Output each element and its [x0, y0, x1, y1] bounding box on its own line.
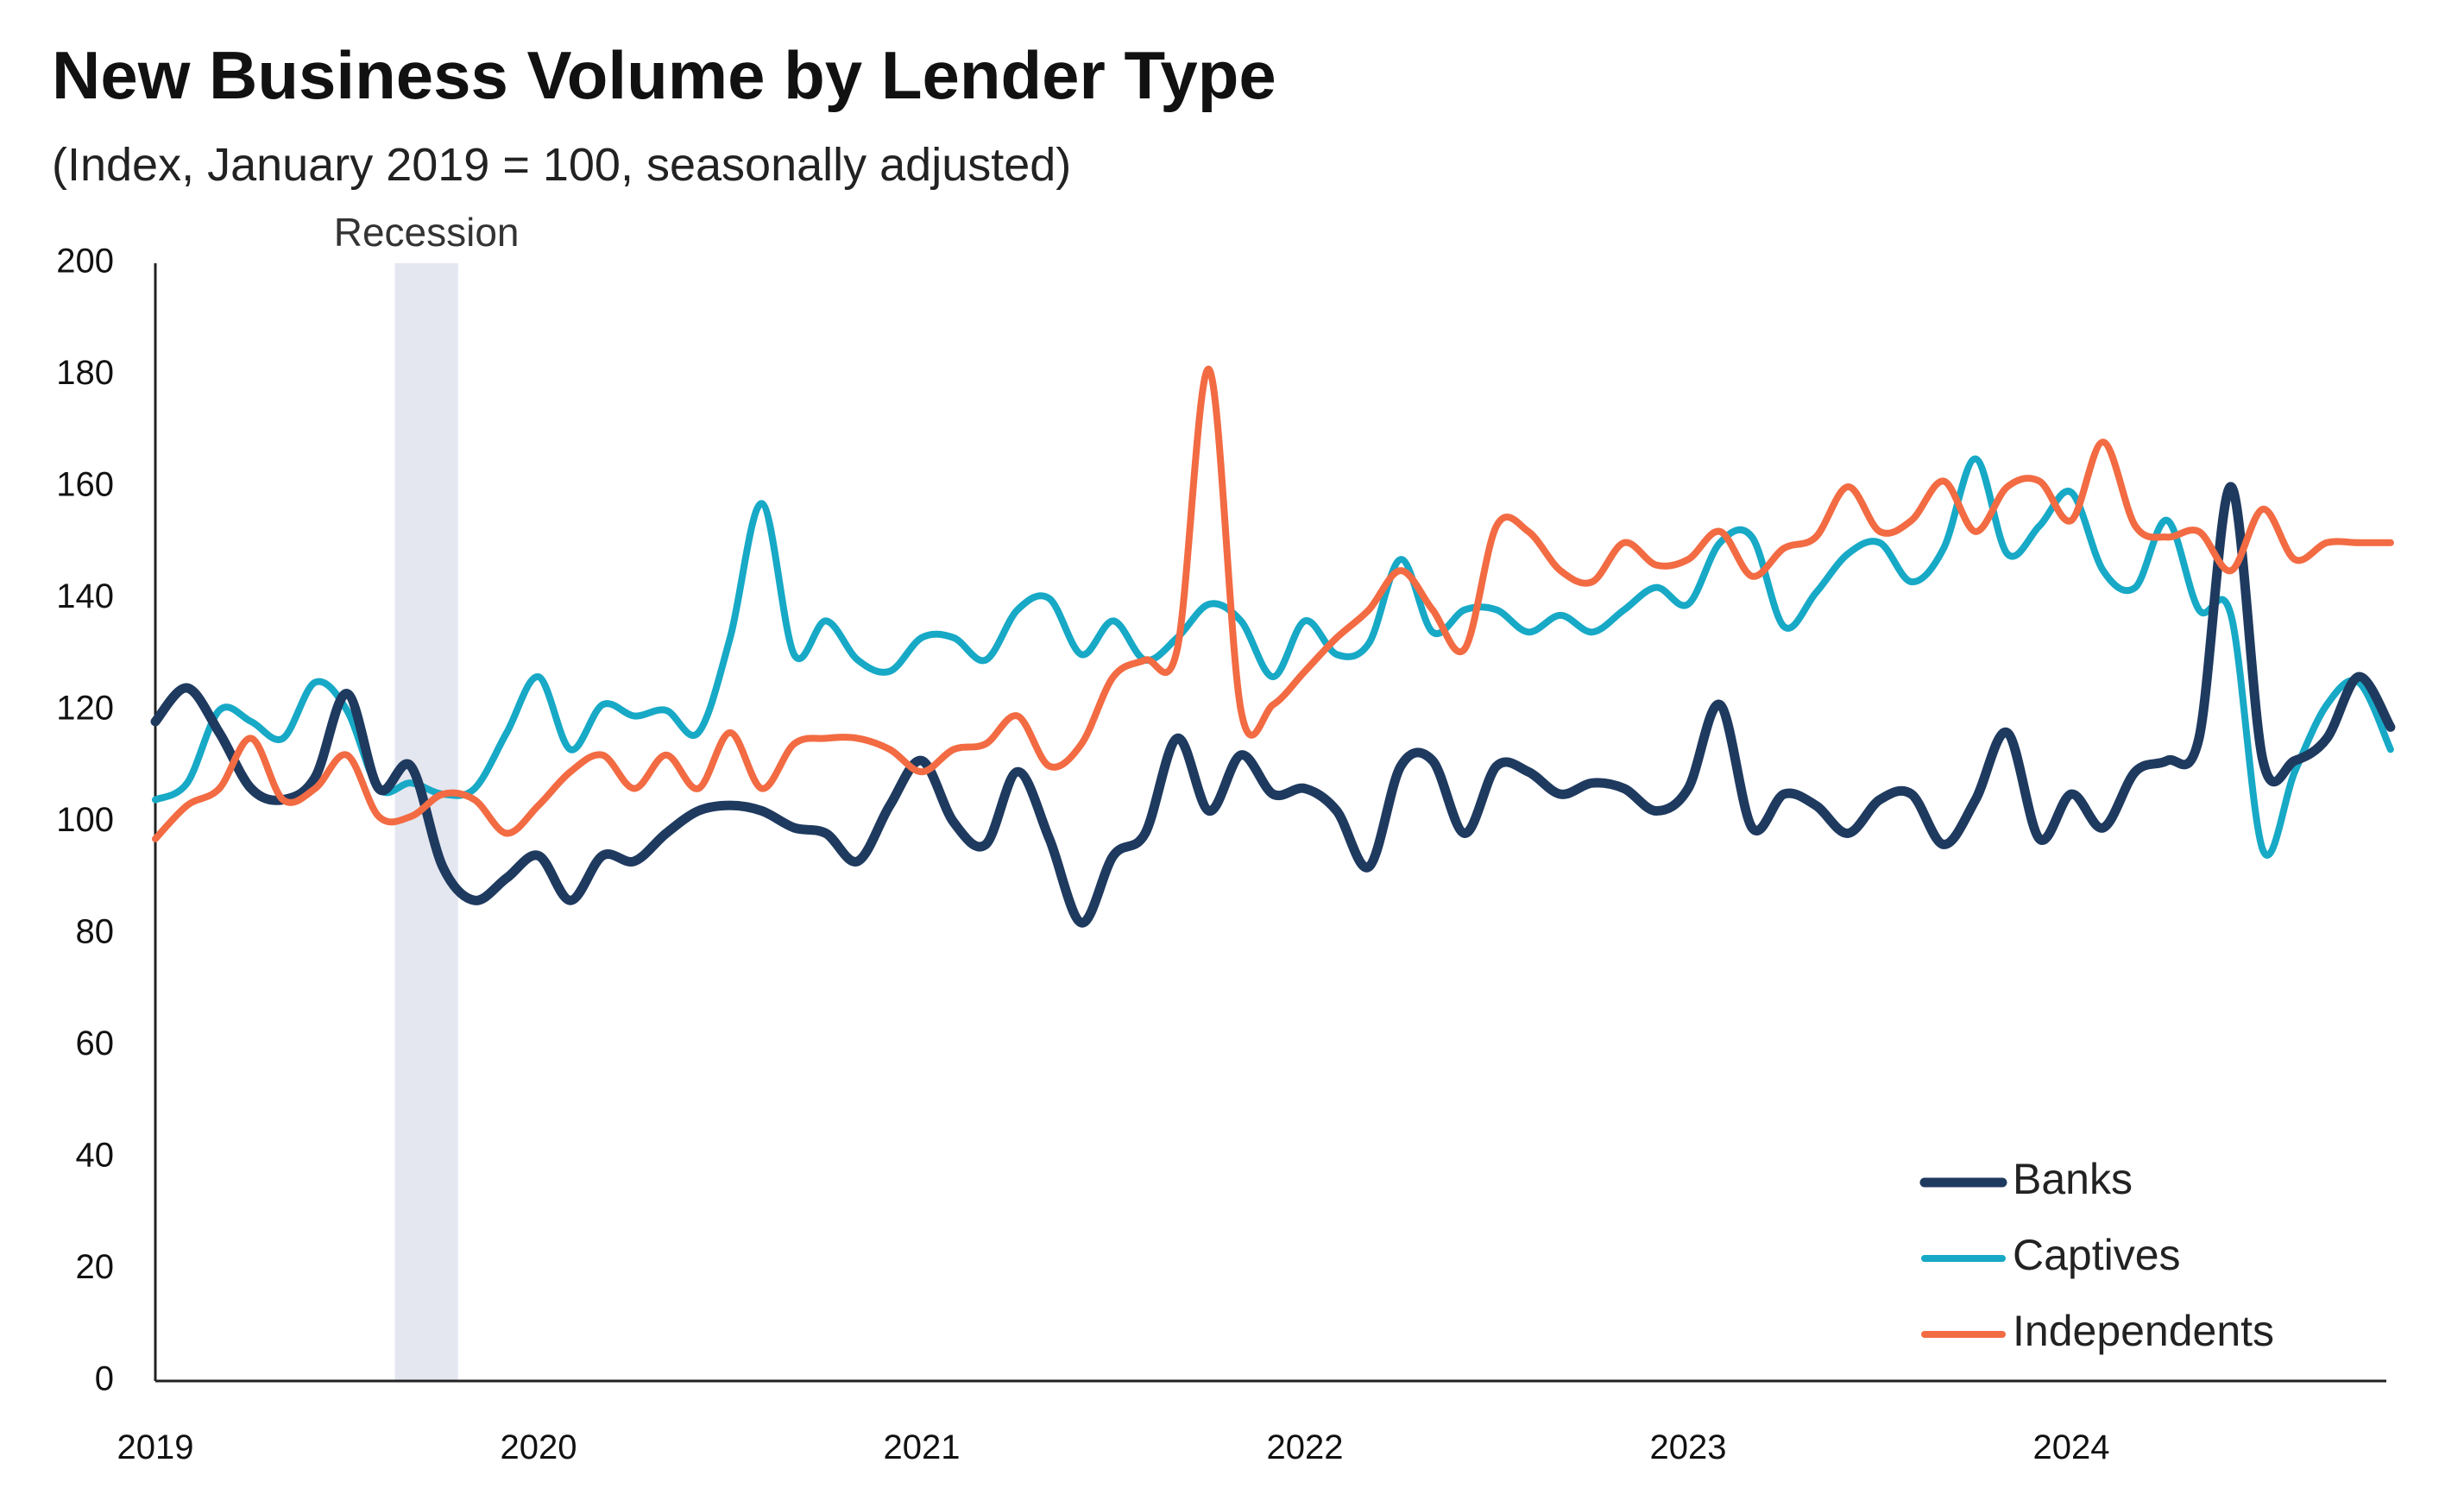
- chart-title: New Business Volume by Lender Type: [52, 37, 1276, 113]
- chart-subtitle: (Index, January 2019 = 100, seasonally a…: [52, 139, 1072, 191]
- y-tick-label: 40: [76, 1137, 115, 1175]
- y-tick-label: 100: [56, 801, 114, 839]
- legend-label-independents: Independents: [2013, 1307, 2274, 1355]
- y-tick-label: 180: [56, 354, 114, 392]
- series-line-captives: [152, 455, 2394, 859]
- axis-layer: 0 20 40 60 80 100 120 140 160 180 200 2019 2020 2021 2…: [56, 243, 2386, 1466]
- recession-label: Recession: [334, 210, 520, 255]
- y-tick-label: 200: [56, 243, 114, 281]
- x-tick-label: 2023: [1650, 1428, 1727, 1466]
- x-tick-label: 2019: [117, 1428, 194, 1466]
- x-tick-label: 2024: [2033, 1428, 2110, 1466]
- y-tick-label: 80: [76, 913, 115, 951]
- legend-label-banks: Banks: [2013, 1155, 2133, 1203]
- legend-label-captives: Captives: [2013, 1231, 2181, 1279]
- y-tick-label: 160: [56, 466, 114, 504]
- series-layer: [150, 365, 2396, 928]
- y-tick-label: 140: [56, 577, 114, 615]
- y-tick-label: 20: [76, 1248, 115, 1286]
- x-tick-label: 2022: [1267, 1428, 1344, 1466]
- series-line-independents: [152, 365, 2394, 842]
- x-tick-label: 2020: [501, 1428, 577, 1466]
- series-line-banks: [150, 482, 2396, 928]
- y-tick-label: 0: [95, 1360, 114, 1398]
- legend: Banks Captives Independents: [1919, 1155, 2274, 1355]
- y-tick-label: 120: [56, 690, 114, 728]
- y-tick-label: 60: [76, 1025, 115, 1062]
- x-tick-label: 2021: [884, 1428, 961, 1466]
